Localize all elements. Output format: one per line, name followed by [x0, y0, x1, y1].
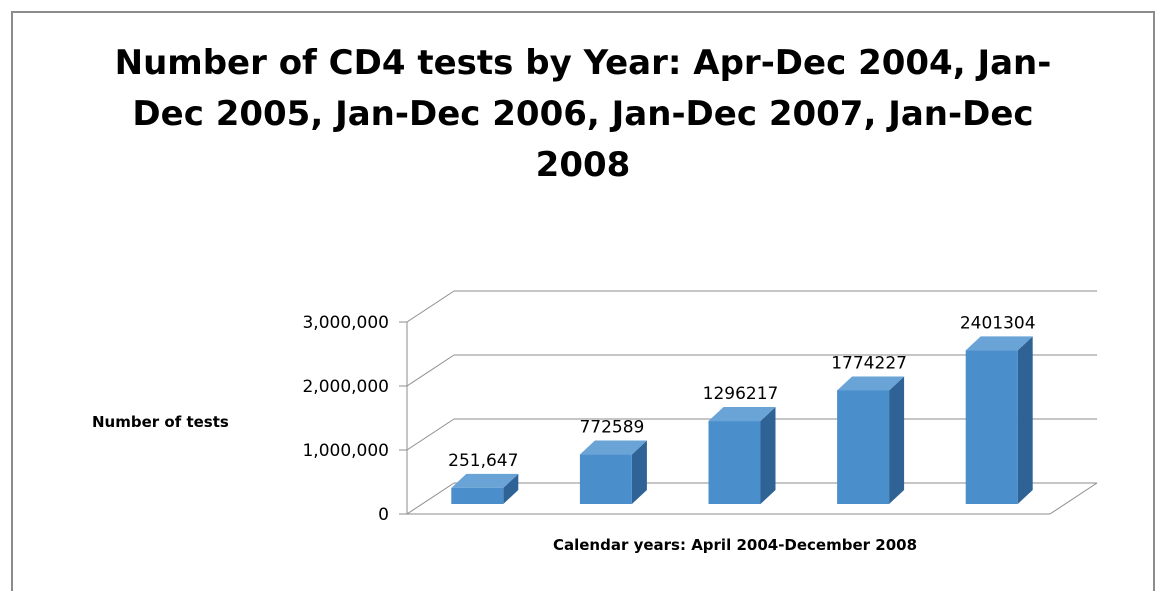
- data-labels: 251,647 772589 1296217 1774227 2401304: [448, 313, 1035, 471]
- bar-front: [451, 487, 504, 504]
- bar: [451, 473, 519, 504]
- data-label: 1774227: [831, 353, 907, 373]
- y-axis-title: Number of tests: [92, 413, 229, 431]
- bar-front: [965, 350, 1018, 504]
- bar: [708, 407, 776, 504]
- bar: [837, 376, 905, 504]
- data-label: 1296217: [703, 384, 779, 404]
- bar-front: [579, 454, 632, 504]
- bar-top: [965, 336, 1033, 351]
- bar-side: [503, 473, 519, 504]
- y-tick-label: 3,000,000: [302, 313, 389, 333]
- y-tick-label: 0: [378, 505, 389, 525]
- data-label: 251,647: [448, 451, 518, 471]
- bar-top: [451, 473, 519, 488]
- gridline-diagonal: [406, 290, 455, 323]
- gridline-diagonal: [406, 482, 455, 515]
- bar: [579, 440, 647, 504]
- data-label: 2401304: [960, 313, 1036, 333]
- y-tick-label: 1,000,000: [302, 441, 389, 461]
- chart-title-line-1: Number of CD4 tests by Year: Apr-Dec 200…: [114, 43, 1052, 83]
- bar-side: [631, 440, 647, 504]
- chart-title-line-2: Dec 2005, Jan-Dec 2006, Jan-Dec 2007, Ja…: [132, 94, 1034, 134]
- x-axis-title: Calendar years: April 2004-December 2008: [553, 536, 917, 554]
- gridline-diagonal: [406, 418, 455, 451]
- floor-right-edge: [1049, 482, 1098, 515]
- y-tick-label: 2,000,000: [302, 377, 389, 397]
- chart-title: Number of CD4 tests by Year: Apr-Dec 200…: [0, 38, 1166, 191]
- y-axis-ticks: 0 1,000,000 2,000,000 3,000,000: [302, 313, 389, 525]
- bar-top: [579, 440, 647, 455]
- bar: [965, 336, 1033, 504]
- bar-side: [760, 407, 776, 504]
- bar-front: [708, 421, 761, 504]
- data-label: 772589: [579, 418, 644, 438]
- chart-title-line-3: 2008: [535, 145, 631, 185]
- bar-top: [837, 376, 905, 391]
- bars: [451, 336, 1033, 504]
- bar-front: [837, 390, 890, 504]
- bar-side: [889, 376, 905, 504]
- bar-side: [1017, 336, 1033, 504]
- gridline-diagonal: [406, 354, 455, 387]
- bar-top: [708, 407, 776, 422]
